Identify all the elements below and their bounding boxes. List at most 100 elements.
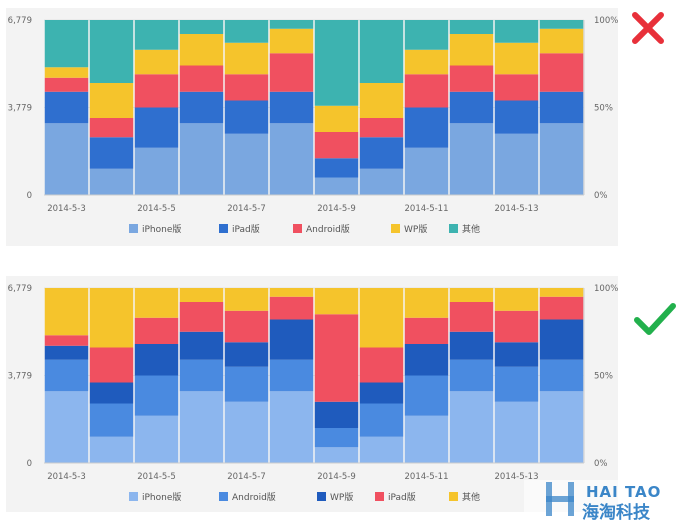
bar-segment bbox=[269, 296, 314, 320]
bar-segment bbox=[494, 20, 539, 43]
bar-segment bbox=[449, 20, 494, 34]
bar-segment bbox=[449, 288, 494, 302]
bar-segment bbox=[89, 288, 134, 348]
bar-segment bbox=[224, 20, 269, 43]
bar-segment bbox=[44, 77, 89, 92]
bar-segment bbox=[449, 65, 494, 92]
legend-label: iPad版 bbox=[232, 223, 260, 235]
legend-label: 其他 bbox=[462, 491, 480, 503]
bar-segment bbox=[89, 137, 134, 169]
y-tick-label-right: 100% bbox=[594, 16, 618, 26]
bar-segment bbox=[539, 288, 584, 297]
bar-segment bbox=[179, 331, 224, 360]
bar-segment bbox=[314, 288, 359, 315]
bar-segment bbox=[449, 391, 494, 463]
bar-segment bbox=[179, 391, 224, 463]
x-tick-label: 2014-5-5 bbox=[137, 204, 176, 214]
bar-segment bbox=[44, 288, 89, 336]
bar-segment bbox=[494, 310, 539, 343]
bar-segment bbox=[179, 359, 224, 392]
bar-segment bbox=[314, 20, 359, 106]
bar-segment bbox=[44, 335, 89, 346]
y-tick-label-left: 3,779 bbox=[8, 104, 32, 114]
bar-segment bbox=[134, 49, 179, 75]
bar-segment bbox=[314, 314, 359, 402]
bar-segment bbox=[404, 49, 449, 75]
bar-segment bbox=[539, 28, 584, 54]
bar-segment bbox=[539, 123, 584, 195]
bar-segment bbox=[359, 168, 404, 195]
bar-segment bbox=[539, 91, 584, 124]
bar-segment bbox=[134, 20, 179, 50]
legend-swatch bbox=[449, 492, 458, 501]
legend-label: iPad版 bbox=[388, 491, 416, 503]
watermark-logo: HAI TAO 海淘科技 bbox=[524, 478, 684, 523]
bar-segment bbox=[539, 319, 584, 360]
chart-wrong-example: 6,779 3,779 0 100% 50% 0% 2014-5-3 2014-5-5 2014… bbox=[6, 8, 618, 246]
bar-segment bbox=[269, 91, 314, 124]
bar-segment bbox=[539, 391, 584, 463]
bar-segment bbox=[179, 302, 224, 332]
legend-label: iPhone版 bbox=[142, 223, 181, 235]
y-tick-label-right: 50% bbox=[594, 372, 613, 382]
x-tick-label: 2014-5-13 bbox=[495, 204, 539, 214]
y-tick-label-left: 6,779 bbox=[8, 284, 32, 294]
bar-segment bbox=[134, 107, 179, 148]
bar-segment bbox=[224, 310, 269, 343]
y-tick-label-right: 0% bbox=[594, 191, 608, 201]
bar-segment bbox=[314, 401, 359, 428]
bar-segment bbox=[494, 366, 539, 402]
bar-segment bbox=[89, 20, 134, 83]
bar-segment bbox=[404, 20, 449, 50]
bar-segment bbox=[269, 20, 314, 29]
bar-segment bbox=[404, 107, 449, 148]
x-tick-label: 2014-5-11 bbox=[405, 472, 449, 482]
x-tick-label: 2014-5-3 bbox=[47, 472, 86, 482]
bar-segment bbox=[359, 83, 404, 118]
legend-label: Android版 bbox=[306, 223, 350, 235]
bar-segment bbox=[494, 133, 539, 195]
y-tick-label-right: 50% bbox=[594, 104, 613, 114]
bar-segment bbox=[44, 67, 89, 78]
bar-segment bbox=[269, 288, 314, 297]
bar-segment bbox=[269, 319, 314, 360]
stacked-bar-chart-top: 6,779 3,779 0 100% 50% 0% 2014-5-3 2014-5-5 2014… bbox=[8, 16, 619, 235]
bar-segment bbox=[134, 74, 179, 108]
bar-segment bbox=[134, 344, 179, 376]
x-tick-label: 2014-5-3 bbox=[47, 204, 86, 214]
watermark-line1: HAI TAO bbox=[586, 483, 661, 501]
y-tick-label-right: 100% bbox=[594, 284, 618, 294]
bar-segment bbox=[404, 375, 449, 416]
legend-swatch bbox=[129, 492, 138, 501]
bar-segment bbox=[314, 105, 359, 132]
y-tick-label-left: 0 bbox=[27, 191, 32, 201]
bar-segment bbox=[179, 123, 224, 195]
bar-segment bbox=[494, 342, 539, 367]
y-tick-label-right: 0% bbox=[594, 459, 608, 469]
bar-segment bbox=[44, 345, 89, 360]
legend-label: WP版 bbox=[404, 223, 427, 235]
bar-segment bbox=[44, 20, 89, 68]
bar-segment bbox=[89, 118, 134, 138]
bar-segment bbox=[404, 415, 449, 463]
bar-segment bbox=[449, 91, 494, 124]
watermark-line2: 海淘科技 bbox=[582, 502, 651, 522]
bar-segment bbox=[494, 288, 539, 311]
bar-segment bbox=[314, 158, 359, 178]
bar-segment bbox=[314, 428, 359, 448]
bar-segment bbox=[134, 147, 179, 195]
bar-segment bbox=[44, 391, 89, 463]
bar-segment bbox=[224, 401, 269, 463]
bar-segment bbox=[224, 100, 269, 134]
bar-segment bbox=[44, 91, 89, 124]
bar-segment bbox=[134, 415, 179, 463]
bar-segment bbox=[89, 382, 134, 404]
bar-segment bbox=[449, 359, 494, 392]
bar-segment bbox=[314, 177, 359, 195]
bar-segment bbox=[494, 401, 539, 463]
legend-swatch bbox=[219, 224, 228, 233]
bar-segment bbox=[494, 100, 539, 134]
x-tick-label: 2014-5-11 bbox=[405, 204, 449, 214]
x-tick-label: 2014-5-9 bbox=[317, 204, 356, 214]
bar-segment bbox=[179, 20, 224, 34]
